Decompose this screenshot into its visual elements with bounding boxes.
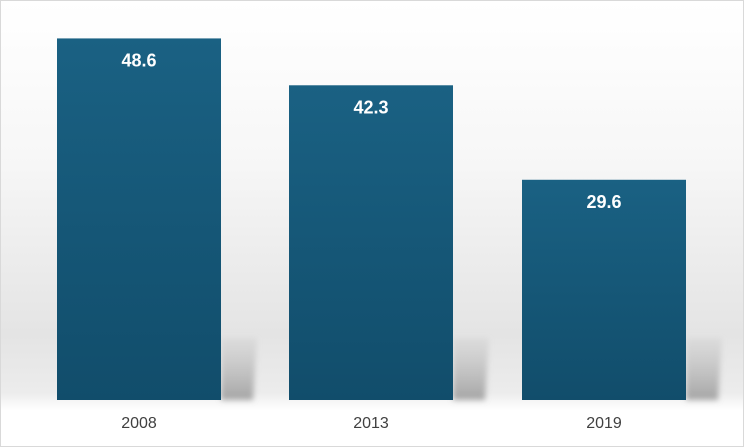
bar-2019 xyxy=(522,179,686,400)
bar-2008 xyxy=(57,38,221,400)
bar-shadow-2019 xyxy=(686,338,722,400)
bar-2013 xyxy=(289,85,453,401)
data-label-2013: 42.3 xyxy=(353,97,388,117)
x-tick-label-2013: 2013 xyxy=(353,415,389,432)
bar-shadow-2008 xyxy=(221,338,257,400)
data-label-2008: 48.6 xyxy=(121,50,156,70)
bar-shadow-2013 xyxy=(453,338,489,400)
x-tick-label-2019: 2019 xyxy=(586,415,622,432)
x-tick-label-2008: 2008 xyxy=(121,415,157,432)
data-label-2019: 29.6 xyxy=(586,192,621,212)
